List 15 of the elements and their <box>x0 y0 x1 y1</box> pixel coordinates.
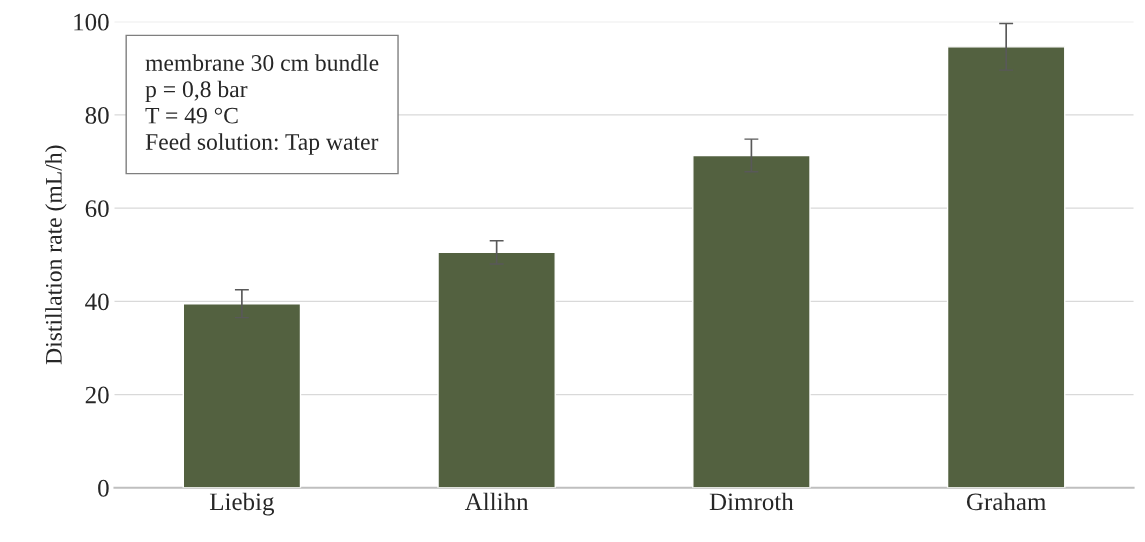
x-tick-label: Graham <box>966 492 1047 511</box>
annotation: p = 0,8 bar <box>145 80 248 103</box>
x-tick-label: Dimroth <box>709 492 794 511</box>
y-tick-label: 20 <box>85 386 109 404</box>
annotation: T = 49 °C <box>145 107 238 124</box>
annotation: membrane 30 cm bundle <box>145 54 379 71</box>
y-axis-title: Distillation rate (mL/h) <box>45 145 67 365</box>
x-tick-label: Liebig <box>209 492 275 516</box>
x-tick-label: Allihn <box>464 492 529 511</box>
y-tick-label: 40 <box>85 293 109 311</box>
y-tick-label: 60 <box>85 200 109 218</box>
y-tick-label: 100 <box>74 13 109 31</box>
y-tick-label: 0 <box>98 479 109 497</box>
y-tick-label: 80 <box>85 106 109 124</box>
annotation: Feed solution: Tap water <box>145 133 379 155</box>
